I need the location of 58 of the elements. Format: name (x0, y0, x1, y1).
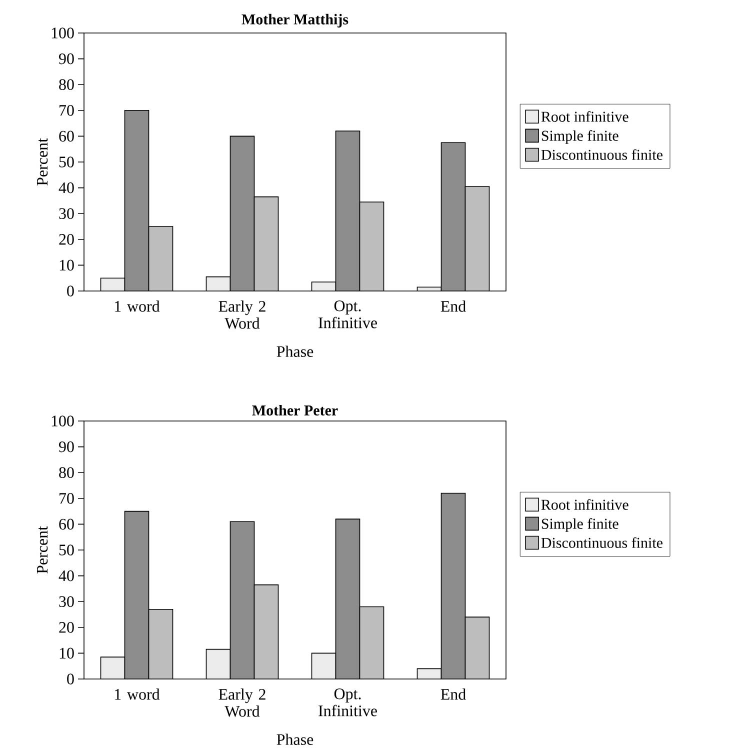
y-tick-label: 90 (58, 53, 74, 64)
y-tick-label: 20 (59, 622, 74, 633)
y-tick-label: 10 (60, 260, 74, 271)
bar (100, 657, 125, 679)
y-tick-label: 80 (59, 79, 74, 90)
bar (148, 609, 173, 679)
bar (464, 616, 490, 679)
legend-label: Simple finite (542, 518, 618, 532)
y-tick-label: 10 (60, 648, 74, 659)
bar (230, 136, 255, 291)
y-axis-title: Percent (37, 138, 48, 186)
y-tick-label: 40 (58, 570, 74, 582)
y-tick-label: 20 (59, 234, 74, 245)
bar (335, 130, 360, 291)
chart-title: Mother Matthijs (242, 14, 348, 28)
legend-label: Simple finite (542, 130, 618, 144)
y-tick-label: 60 (59, 518, 74, 530)
y-tick-label: 60 (59, 130, 74, 142)
bar (336, 519, 360, 679)
x-tick-label: End (440, 688, 466, 700)
bar (124, 110, 150, 291)
bar (230, 522, 254, 679)
y-axis-title: Percent (37, 526, 48, 574)
y-tick-label: 30 (59, 208, 74, 219)
chart-title: Mother Peter (252, 404, 338, 416)
x-axis-title: Phase (276, 346, 314, 357)
x-tick-label: Early 2 Word (218, 300, 266, 329)
bar (440, 492, 466, 679)
legend-label: Root infinitive (541, 111, 628, 122)
y-tick-label: 100 (52, 416, 74, 426)
x-axis-title: Phase (276, 734, 314, 745)
y-tick-label: 40 (58, 182, 74, 194)
x-tick-label: 1 word (115, 688, 160, 700)
x-tick-label: 1 word (115, 300, 160, 312)
y-tick-label: 0 (67, 286, 74, 296)
y-tick-label: 50 (59, 544, 74, 556)
y-tick-label: 70 (60, 104, 74, 116)
x-tick-label: Opt. Infinitive (318, 300, 377, 328)
y-tick-label: 0 (67, 674, 74, 684)
y-tick-label: 80 (59, 467, 74, 478)
legend-label: Discontinuous finite (541, 149, 662, 160)
bar (416, 668, 442, 679)
bar (124, 511, 149, 679)
bar (206, 649, 230, 679)
legend-label: Discontinuous finite (541, 537, 662, 548)
y-tick-label: 30 (59, 596, 74, 607)
y-tick-label: 100 (52, 28, 74, 38)
bar (254, 584, 278, 679)
x-tick-label: Opt. Infinitive (318, 688, 377, 716)
x-tick-label: Early 2 Word (218, 688, 266, 717)
y-tick-label: 70 (60, 493, 74, 504)
x-tick-label: End (440, 300, 466, 312)
legend-label: Root infinitive (541, 499, 628, 510)
bar (312, 653, 336, 679)
bar (360, 606, 384, 679)
bar (440, 142, 466, 291)
y-tick-label: 90 (58, 441, 74, 452)
y-tick-label: 50 (59, 156, 74, 168)
